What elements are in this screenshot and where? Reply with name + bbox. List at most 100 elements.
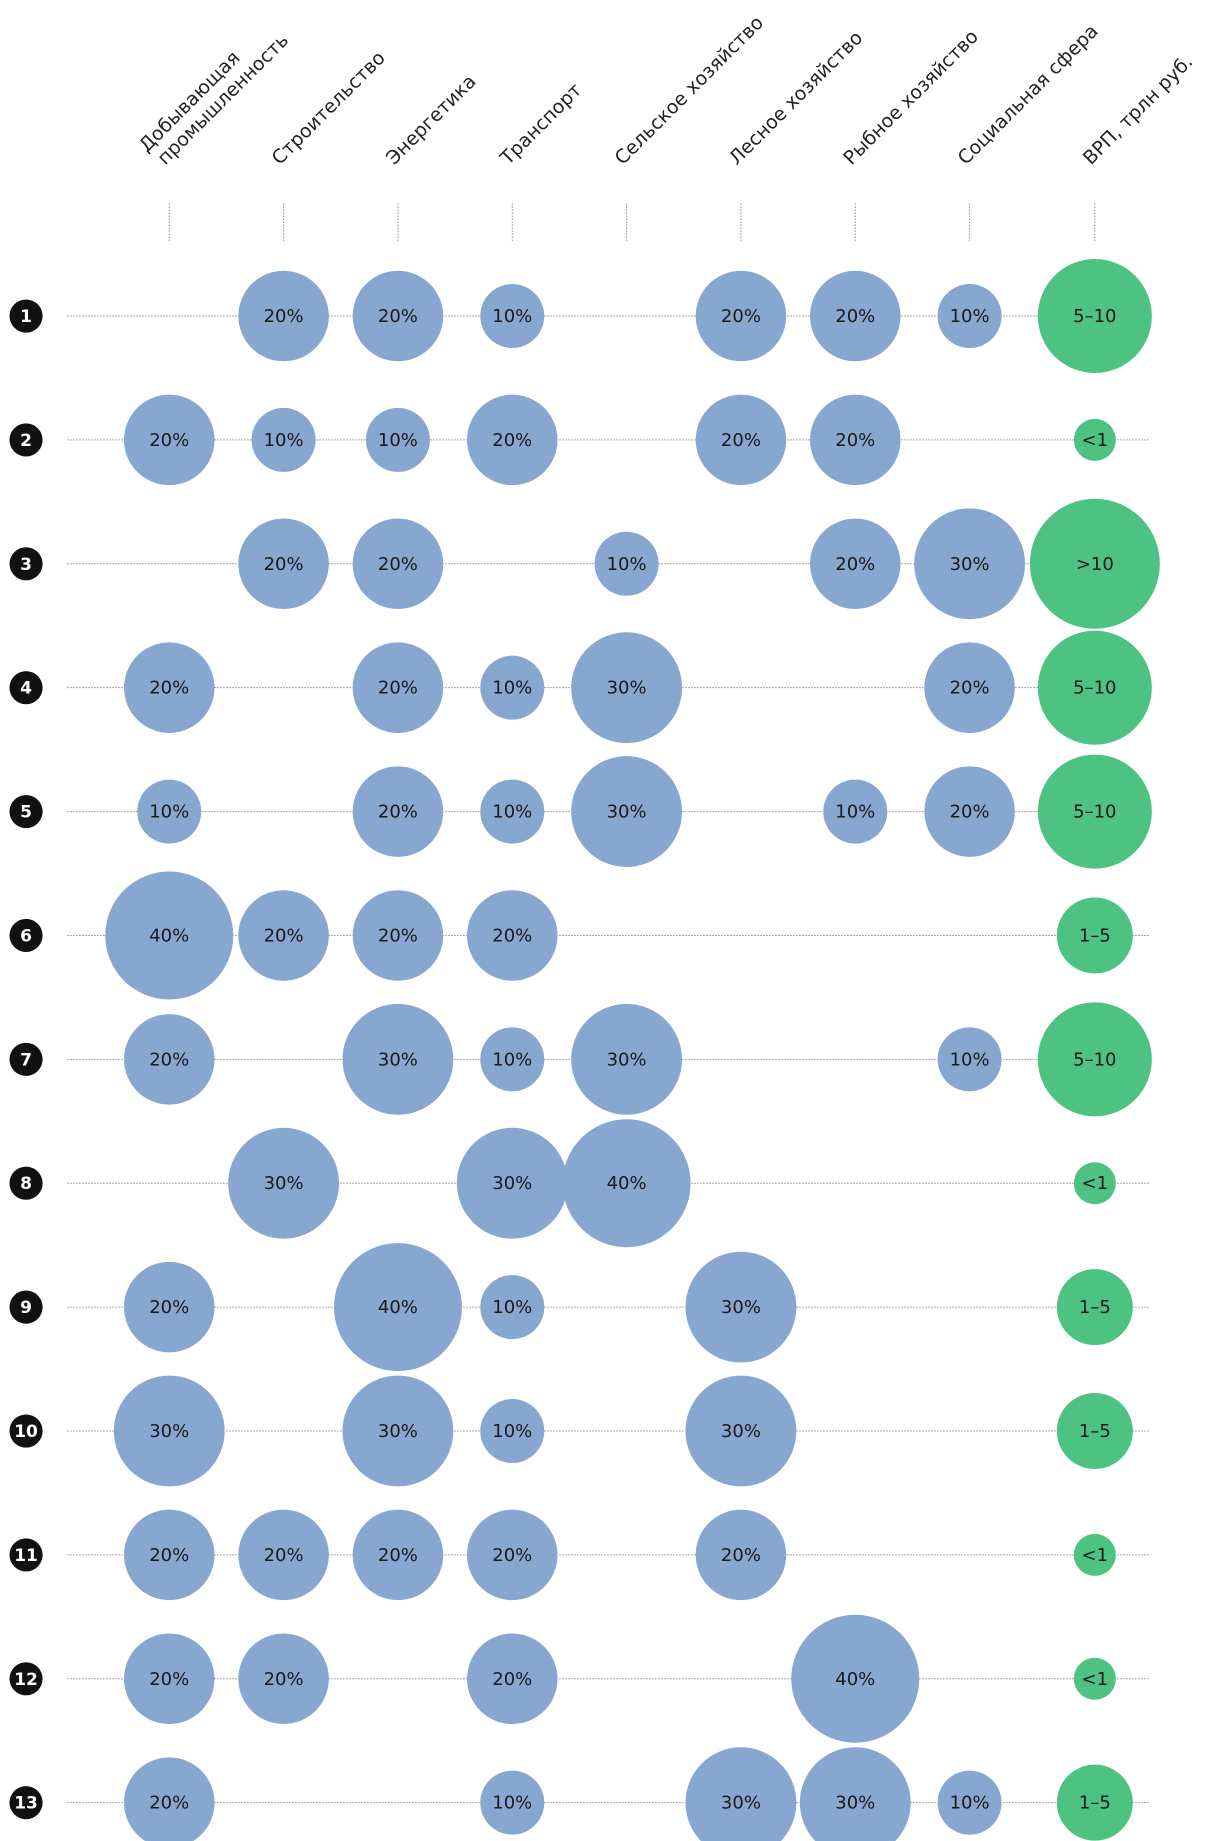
share-label: 20% [149, 1793, 189, 1814]
share-bubble [480, 1275, 545, 1340]
row-badge [9, 1290, 43, 1324]
gdp-label: >10 [1076, 554, 1114, 575]
gdp-label: 1–5 [1079, 925, 1111, 946]
row-badge [9, 1538, 43, 1572]
share-bubble [467, 890, 558, 981]
share-bubble [810, 394, 901, 486]
share-bubble [791, 1614, 920, 1743]
share-label: 20% [492, 925, 532, 946]
share-bubble [467, 394, 558, 486]
share-label: 20% [835, 306, 875, 327]
row-label: 4 [20, 679, 32, 699]
row-label: 1 [20, 307, 32, 327]
share-bubble [238, 890, 329, 981]
share-label: 10% [492, 1049, 532, 1070]
share-bubble [123, 394, 215, 486]
share-bubble [810, 270, 901, 362]
share-label: 30% [607, 802, 647, 823]
share-label: 20% [950, 802, 990, 823]
share-bubble [352, 518, 444, 610]
share-bubble [937, 1770, 1002, 1835]
share-label: 10% [492, 1793, 532, 1814]
share-bubble [123, 642, 215, 733]
row-badge [9, 299, 43, 333]
share-label: 20% [378, 554, 418, 575]
share-label: 20% [149, 1545, 189, 1566]
gdp-bubble [1037, 259, 1152, 374]
gdp-label: 1–5 [1079, 1297, 1111, 1318]
share-bubble [562, 1119, 691, 1248]
share-bubble [333, 1243, 462, 1372]
gdp-label: 5–10 [1073, 306, 1116, 327]
column-header: Строительство [268, 47, 390, 169]
row-badge [9, 547, 43, 581]
share-bubble [480, 1770, 545, 1835]
row-badge [9, 1166, 43, 1200]
share-label: 10% [835, 802, 875, 823]
gdp-bubble [1056, 897, 1133, 974]
share-label: 20% [492, 1545, 532, 1566]
share-label: 30% [264, 1173, 304, 1194]
share-bubble [571, 756, 683, 867]
share-bubble [105, 871, 234, 1000]
gdp-bubble [1029, 498, 1160, 629]
row-badge [9, 671, 43, 705]
share-bubble [123, 1509, 215, 1601]
share-label: 40% [835, 1669, 875, 1690]
share-bubble [352, 890, 444, 981]
share-label: 40% [149, 925, 189, 946]
column-header: ВРП, трлн руб. [1079, 51, 1198, 170]
share-label: 20% [149, 430, 189, 451]
gdp-bubble [1056, 1269, 1133, 1346]
share-bubble [137, 779, 202, 844]
gdp-label: <1 [1082, 1669, 1109, 1690]
share-label: 10% [492, 678, 532, 699]
share-label: 30% [378, 1421, 418, 1442]
share-bubble [937, 1027, 1002, 1092]
share-label: 30% [149, 1421, 189, 1442]
row-label: 5 [20, 803, 32, 823]
share-bubble [571, 1003, 683, 1115]
share-bubble [685, 1375, 797, 1487]
share-label: 20% [378, 802, 418, 823]
share-bubble [914, 508, 1026, 620]
gdp-label: <1 [1082, 1545, 1109, 1566]
gdp-bubble [1073, 1162, 1116, 1205]
share-label: 10% [492, 1297, 532, 1318]
share-label: 30% [378, 1049, 418, 1070]
gdp-label: <1 [1082, 430, 1109, 451]
share-label: 30% [607, 1049, 647, 1070]
share-label: 10% [264, 430, 304, 451]
share-bubble [342, 1375, 454, 1487]
share-label: 20% [264, 1669, 304, 1690]
row-label: 9 [20, 1298, 32, 1318]
row-badge [9, 795, 43, 829]
share-bubble [238, 270, 329, 362]
share-label: 20% [378, 925, 418, 946]
share-label: 20% [264, 925, 304, 946]
share-bubble [123, 1633, 215, 1725]
gdp-bubble [1056, 1393, 1133, 1470]
share-label: 20% [149, 1669, 189, 1690]
share-label: 20% [149, 1297, 189, 1318]
row-label: 11 [14, 1546, 38, 1566]
share-bubble [480, 1027, 545, 1092]
share-label: 20% [835, 554, 875, 575]
share-label: 20% [721, 306, 761, 327]
row-badge [9, 1414, 43, 1448]
share-label: 10% [492, 802, 532, 823]
gdp-bubble [1056, 1764, 1133, 1841]
share-bubble [685, 1747, 797, 1841]
share-label: 10% [950, 1049, 990, 1070]
gdp-label: <1 [1082, 1173, 1109, 1194]
share-label: 20% [378, 1545, 418, 1566]
row-label: 12 [14, 1670, 38, 1690]
row-label: 2 [20, 431, 32, 451]
share-bubble [123, 1261, 215, 1353]
share-bubble [352, 270, 444, 362]
share-bubble [228, 1127, 340, 1239]
gdp-bubble [1073, 1657, 1116, 1700]
row-label: 7 [20, 1050, 32, 1070]
share-label: 30% [835, 1793, 875, 1814]
share-label: 30% [607, 678, 647, 699]
